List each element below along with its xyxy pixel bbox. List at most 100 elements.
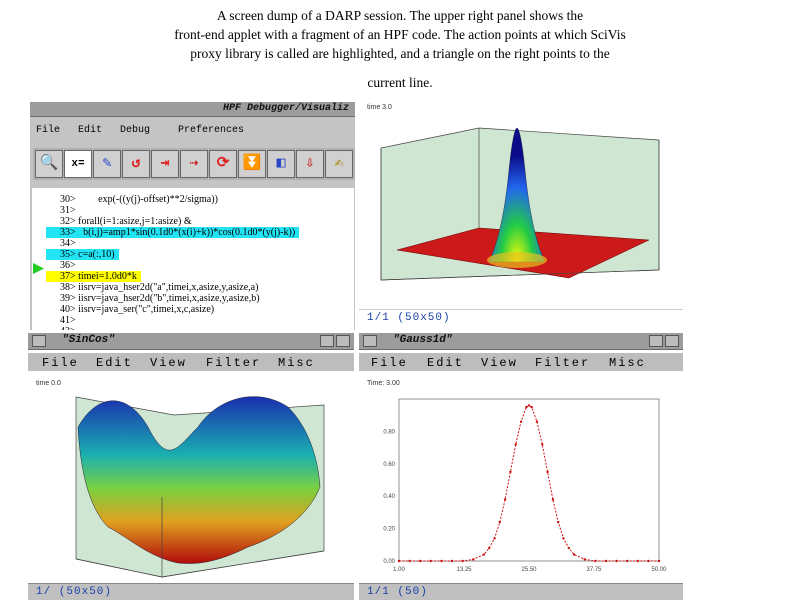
data-point: [572, 553, 576, 556]
sincos-menu-bar: File Edit View Filter Misc: [28, 353, 354, 374]
refresh-icon[interactable]: ⟳: [209, 150, 237, 178]
code-line[interactable]: 39> iisrv=java_hser2d("b",timei,x,asize,…: [60, 293, 260, 304]
search-icon[interactable]: 🔍: [35, 150, 63, 178]
menu-edit[interactable]: Edit: [427, 356, 464, 370]
data-point: [530, 405, 533, 409]
menu-view[interactable]: View: [481, 356, 518, 370]
code-line[interactable]: 30> exp(-((y(j)-offset)**2/sigma)): [60, 194, 218, 205]
menu-file[interactable]: File: [42, 356, 79, 370]
gauss1d-window: "Gauss1d" File Edit View Filter Misc Tim…: [359, 333, 683, 600]
menu-view[interactable]: View: [150, 356, 187, 370]
menu-misc[interactable]: Misc: [609, 356, 646, 370]
surface-time-label: time 3.0: [367, 104, 392, 111]
break-icon[interactable]: ◧: [267, 150, 295, 178]
gauss1d-status-text: 1/1 (50): [367, 586, 428, 598]
x-equals-icon[interactable]: x=: [64, 150, 92, 178]
menu-edit[interactable]: Edit: [78, 125, 103, 136]
pencil-icon[interactable]: ✎: [93, 150, 121, 178]
data-point: [472, 558, 475, 561]
sincos-title-bar[interactable]: "SinCos": [28, 333, 354, 350]
caption-line-4: current line.: [367, 75, 433, 90]
maximize-icon[interactable]: [665, 335, 679, 347]
data-point: [657, 559, 661, 563]
code-line[interactable]: 41>: [60, 315, 76, 326]
code-line[interactable]: 33> b(i,j)=amp1*sin(0.1d0*(x(i)+k))*cos(…: [46, 227, 300, 238]
code-line[interactable]: 38> iisrv=java_hser2d("a",timei,x,asize,…: [60, 282, 259, 293]
code-line[interactable]: 42>: [60, 326, 80, 330]
data-point: [527, 404, 531, 407]
surface-status-text: 1/1 (50x50): [367, 312, 451, 324]
data-point: [551, 498, 555, 501]
gauss1d-line-chart[interactable]: 0.80 0.60 0.40 0.20 0.00 1.00 13.25 25.50 37.75 5…: [359, 385, 683, 581]
data-point: [440, 559, 443, 563]
data-point: [519, 420, 523, 423]
code-line[interactable]: 34>: [60, 238, 76, 249]
menu-filter[interactable]: Filter: [206, 356, 262, 370]
data-point: [556, 520, 560, 524]
menu-debug[interactable]: Debug: [120, 125, 151, 136]
minimize-icon[interactable]: [649, 335, 663, 347]
menu-edit[interactable]: Edit: [96, 356, 133, 370]
step-icon[interactable]: ⇥: [151, 150, 179, 178]
gauss1d-menu-bar: File Edit View Filter Misc: [359, 353, 683, 374]
data-point: [514, 443, 517, 446]
data-point: [397, 559, 401, 563]
debugger-title-bar[interactable]: HPF Debugger/Visualiz: [30, 102, 355, 117]
y-tick-label: 0.80: [383, 429, 395, 435]
data-point: [503, 498, 507, 501]
data-point: [509, 470, 512, 474]
code-listing[interactable]: 30> exp(-((y(j)-offset)**2/sigma)) 31> 32>…: [32, 188, 354, 330]
data-point: [625, 559, 629, 563]
gauss1d-title: "Gauss1d": [393, 334, 453, 346]
x-tick-label: 13.25: [456, 567, 472, 573]
menu-filter[interactable]: Filter: [535, 356, 591, 370]
data-point: [525, 405, 528, 409]
data-point: [594, 559, 597, 563]
data-point: [482, 553, 486, 556]
surface-3d-panel: time 3.0 1/1 (50x50): [359, 100, 683, 326]
code-line[interactable]: 40> iisrv=java_ser("c",timei,x,c,asize): [60, 304, 215, 315]
surface-3d-plot[interactable]: [359, 110, 683, 308]
menu-misc[interactable]: Misc: [278, 356, 315, 370]
debugger-title: HPF Debugger/Visualiz: [222, 103, 349, 114]
code-line[interactable]: 32> forall(i=1:asize,j=1:asize) &: [60, 216, 192, 227]
code-line[interactable]: 31>: [60, 205, 76, 216]
caption-line-2: front-end applet with a fragment of an H…: [174, 27, 626, 42]
sincos-3d-plot[interactable]: [28, 387, 354, 583]
data-point: [450, 559, 454, 563]
window-menu-icon[interactable]: [363, 335, 377, 347]
code-line[interactable]: 35> c=a(:,10): [46, 249, 119, 260]
gauss1d-status-bar: 1/1 (50): [359, 583, 683, 600]
maximize-icon[interactable]: [336, 335, 350, 347]
sincos-title: "SinCos": [62, 334, 115, 346]
debugger-toolbar: 🔍 x= ✎ ↺ ⇥ ⇢ ⟳ ⏬ ◧ ⇩ ✍: [33, 148, 355, 180]
rewind-icon[interactable]: ↺: [122, 150, 150, 178]
data-point: [461, 559, 464, 563]
data-point: [408, 559, 411, 563]
debugger-window: HPF Debugger/Visualiz File Edit Debug Pr…: [30, 102, 355, 330]
export-icon[interactable]: ⇩: [296, 150, 324, 178]
menu-file[interactable]: File: [36, 125, 61, 136]
brush-icon[interactable]: ✍: [325, 150, 353, 178]
code-line[interactable]: 37> timei=1.0d0*k: [46, 271, 141, 282]
menu-file[interactable]: File: [371, 356, 408, 370]
data-point: [546, 470, 549, 474]
minimize-icon[interactable]: [320, 335, 334, 347]
stop-icon[interactable]: ⏬: [238, 150, 266, 178]
x-tick-label: 37.75: [586, 567, 602, 573]
step-over-icon[interactable]: ⇢: [180, 150, 208, 178]
data-point: [419, 559, 422, 563]
gauss1d-title-bar[interactable]: "Gauss1d": [359, 333, 683, 350]
gauss1d-time-label: Time: 3.00: [367, 380, 400, 387]
gauss1d-plot-area: Time: 3.00 0.80 0.60 0.40 0.20 0.00 1.00 13.25…: [359, 371, 683, 584]
sincos-status-text: 1/ (50x50): [36, 586, 113, 598]
caption-line-3: proxy library is called are highlighted,…: [190, 46, 610, 61]
sincos-time-label: time 0.0: [36, 380, 61, 387]
window-menu-icon[interactable]: [32, 335, 46, 347]
menu-preferences[interactable]: Preferences: [178, 125, 245, 136]
x-tick-label: 50.00: [651, 567, 667, 573]
data-point: [562, 537, 565, 540]
sincos-status-bar: 1/ (50x50): [28, 583, 354, 600]
code-line[interactable]: 36>: [60, 260, 76, 271]
y-tick-label: 0.20: [383, 527, 395, 533]
